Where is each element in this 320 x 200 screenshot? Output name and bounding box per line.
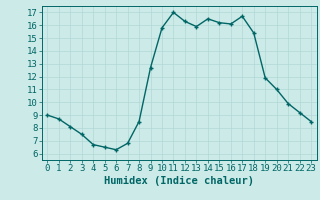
X-axis label: Humidex (Indice chaleur): Humidex (Indice chaleur) — [104, 176, 254, 186]
